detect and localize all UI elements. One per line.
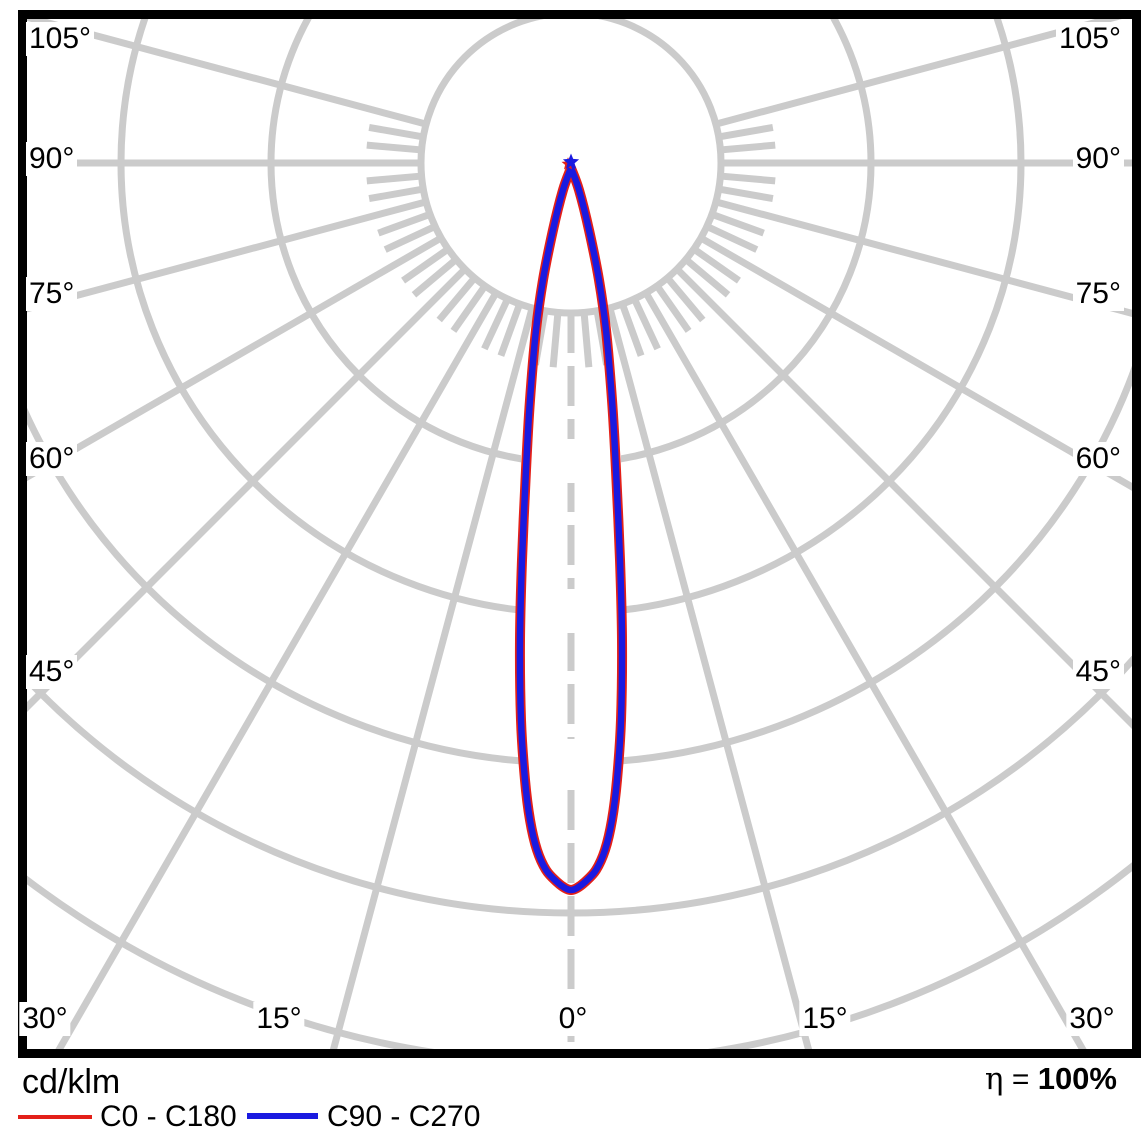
angle-label-left-45: 45° bbox=[26, 655, 78, 689]
unit-label: cd/klm bbox=[22, 1063, 121, 1101]
legend-label-c0-c180: C0 - C180 bbox=[100, 1100, 237, 1133]
angle-label-left-105: 105° bbox=[26, 22, 95, 56]
angle-label-right-60: 60° bbox=[1072, 442, 1124, 476]
angle-label-right-90: 90° bbox=[1072, 142, 1124, 176]
efficiency-label: η = 100% bbox=[985, 1062, 1117, 1097]
angle-label-bottom-30-right: 30° bbox=[1066, 1002, 1118, 1036]
legend-line-c90-c270 bbox=[247, 1113, 318, 1119]
polar-grid-svg bbox=[27, 19, 1132, 1049]
angle-label-left-90: 90° bbox=[26, 142, 78, 176]
eta-value: 100% bbox=[1037, 1061, 1117, 1096]
eta-equals: = bbox=[1011, 1063, 1030, 1096]
angle-label-bottom-15-right: 15° bbox=[799, 1002, 851, 1036]
angle-label-bottom-0: 0° bbox=[555, 1002, 591, 1036]
legend-line-c0-c180 bbox=[18, 1115, 92, 1119]
legend-label-c90-c270: C90 - C270 bbox=[327, 1100, 481, 1133]
angle-label-right-105: 105° bbox=[1055, 22, 1124, 56]
angle-label-bottom-15-left: 15° bbox=[253, 1002, 305, 1036]
angle-label-left-60: 60° bbox=[26, 442, 78, 476]
eta-symbol: η bbox=[984, 1061, 1004, 1097]
angle-label-bottom-30-left: 30° bbox=[19, 1002, 71, 1036]
angle-label-right-45: 45° bbox=[1072, 655, 1124, 689]
polar-chart-frame bbox=[18, 10, 1141, 1058]
angle-label-left-75: 75° bbox=[26, 277, 78, 311]
angle-label-right-75: 75° bbox=[1072, 277, 1124, 311]
